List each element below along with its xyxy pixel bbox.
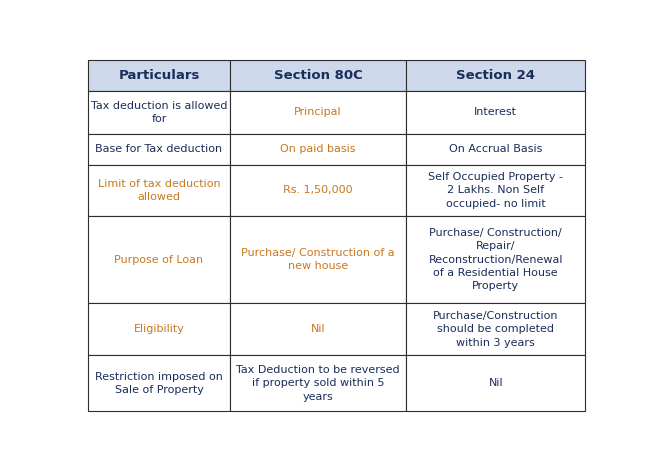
Text: Nil: Nil: [488, 378, 503, 389]
Bar: [88, 165, 230, 216]
Text: Purchase/Construction
should be completed
within 3 years: Purchase/Construction should be complete…: [433, 311, 558, 347]
Text: Rs. 1,50,000: Rs. 1,50,000: [283, 185, 353, 195]
Bar: [406, 355, 585, 411]
Bar: [88, 304, 230, 355]
Bar: [230, 60, 406, 91]
Text: Purchase/ Construction/
Repair/
Reconstruction/Renewal
of a Residential House
Pr: Purchase/ Construction/ Repair/ Reconstr…: [428, 228, 563, 291]
Bar: [88, 91, 230, 134]
Bar: [406, 134, 585, 165]
Text: Interest: Interest: [474, 107, 517, 117]
Text: Section 80C: Section 80C: [274, 69, 363, 82]
Bar: [230, 216, 406, 304]
Bar: [230, 165, 406, 216]
Text: Tax deduction is allowed
for: Tax deduction is allowed for: [91, 101, 227, 124]
Bar: [230, 304, 406, 355]
Text: On paid basis: On paid basis: [281, 144, 356, 155]
Bar: [88, 355, 230, 411]
Text: Base for Tax deduction: Base for Tax deduction: [95, 144, 223, 155]
Bar: [88, 134, 230, 165]
Text: Restriction imposed on
Sale of Property: Restriction imposed on Sale of Property: [95, 372, 223, 395]
Bar: [230, 91, 406, 134]
Bar: [406, 165, 585, 216]
Bar: [88, 216, 230, 304]
Text: Purpose of Loan: Purpose of Loan: [114, 255, 204, 265]
Text: Nil: Nil: [311, 325, 325, 334]
Bar: [406, 60, 585, 91]
Text: Particulars: Particulars: [118, 69, 200, 82]
Bar: [230, 355, 406, 411]
Text: Self Occupied Property -
2 Lakhs. Non Self
occupied- no limit: Self Occupied Property - 2 Lakhs. Non Se…: [428, 172, 563, 209]
Text: Principal: Principal: [294, 107, 342, 117]
Text: Limit of tax deduction
allowed: Limit of tax deduction allowed: [98, 179, 220, 202]
Bar: [406, 304, 585, 355]
Bar: [406, 216, 585, 304]
Text: Section 24: Section 24: [456, 69, 535, 82]
Text: Purchase/ Construction of a
new house: Purchase/ Construction of a new house: [241, 248, 395, 271]
Text: On Accrual Basis: On Accrual Basis: [449, 144, 543, 155]
Text: Eligibility: Eligibility: [133, 325, 185, 334]
Text: Tax Deduction to be reversed
if property sold within 5
years: Tax Deduction to be reversed if property…: [237, 365, 400, 402]
Bar: [406, 91, 585, 134]
Bar: [88, 60, 230, 91]
Bar: [230, 134, 406, 165]
